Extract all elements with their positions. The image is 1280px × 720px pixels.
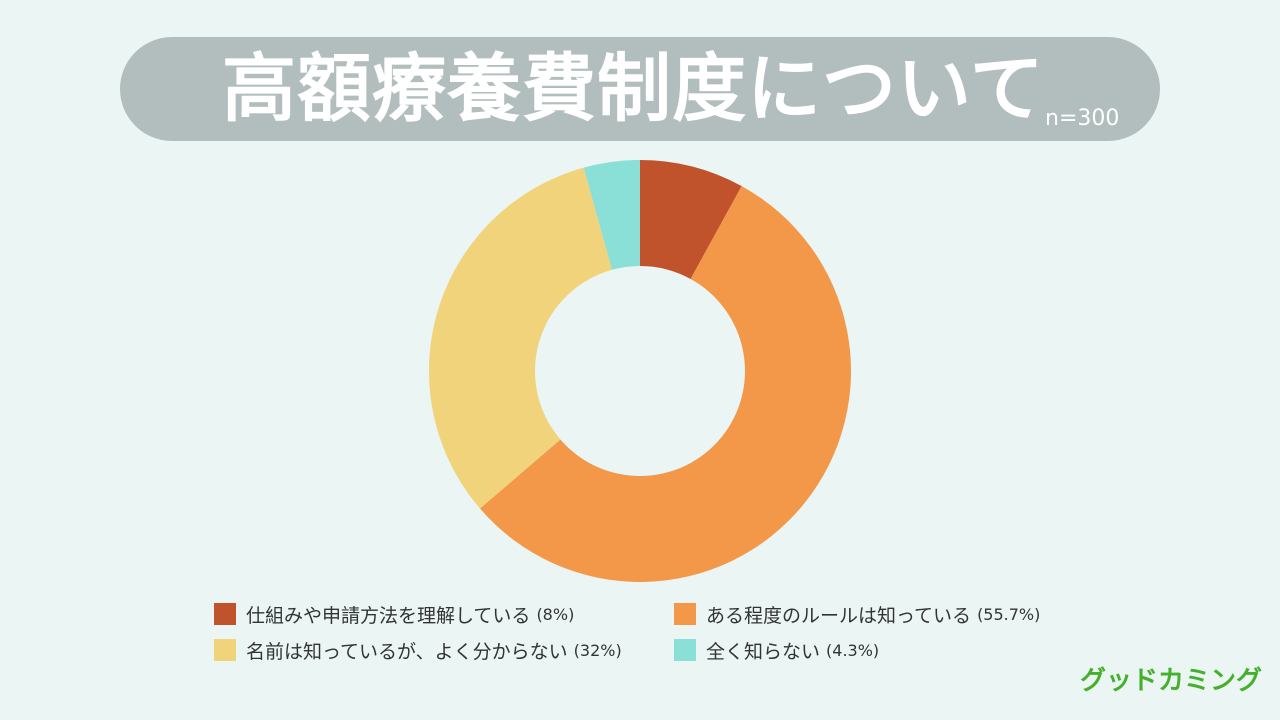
- legend-value-dont-know: (4.3%): [826, 640, 880, 660]
- sample-size-label: n=300: [1045, 106, 1120, 131]
- brand-logo: グッドカミング: [1080, 666, 1263, 696]
- legend-swatch-understand: [214, 603, 236, 625]
- legend-swatch-name-only: [214, 639, 236, 661]
- donut-slices: [428, 160, 851, 582]
- page-title: 高額療養費制度について: [222, 46, 1045, 132]
- legend-item-understand: 仕組みや申請方法を理解している (8%): [214, 602, 575, 627]
- legend-item-somewhat-know: ある程度のルールは知っている (55.7%): [674, 602, 1041, 627]
- title-banner: [120, 37, 1160, 141]
- legend-label-somewhat-know: ある程度のルールは知っている: [706, 604, 972, 627]
- legend-item-dont-know: 全く知らない (4.3%): [674, 638, 880, 663]
- legend-label-name-only: 名前は知っているが、よく分からない: [246, 640, 568, 663]
- legend-label-understand: 仕組みや申請方法を理解している: [246, 604, 531, 627]
- donut-slice-dont-know: [583, 160, 640, 270]
- legend-value-name-only: (32%): [573, 640, 622, 660]
- legend-swatch-somewhat-know: [674, 603, 696, 625]
- legend-value-understand: (8%): [536, 604, 575, 624]
- donut-slice-somewhat-know: [479, 186, 851, 582]
- donut-slice-understand: [640, 160, 742, 279]
- legend-swatch-dont-know: [674, 639, 696, 661]
- donut-slice-name-only: [428, 167, 612, 509]
- legend-label-dont-know: 全く知らない: [706, 640, 821, 663]
- legend-value-somewhat-know: (55.7%): [977, 604, 1041, 624]
- legend-item-name-only: 名前は知っているが、よく分からない (32%): [214, 638, 622, 663]
